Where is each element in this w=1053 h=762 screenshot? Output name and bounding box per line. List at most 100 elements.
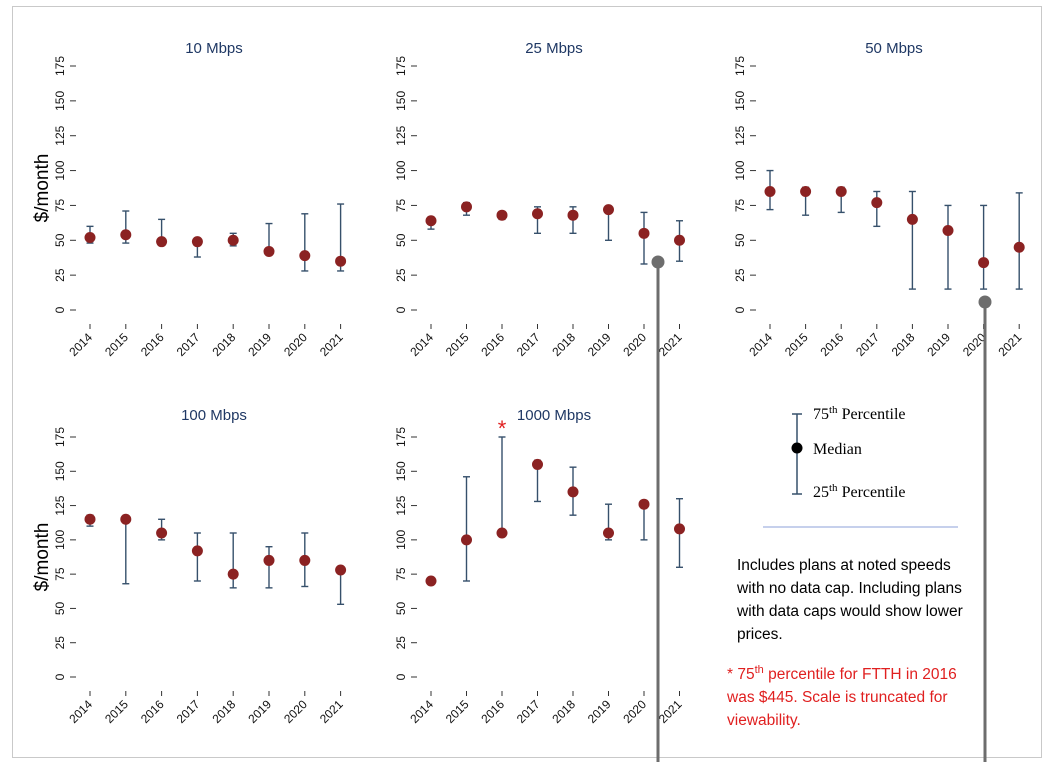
note-line-2: with no data cap. Including plans [736, 580, 962, 597]
median-point [120, 229, 132, 241]
median-point [871, 197, 883, 209]
truncation-asterisk: * [498, 416, 507, 441]
median-point [1013, 241, 1025, 253]
median-point [906, 213, 918, 225]
y-tick-label: 175 [53, 56, 67, 76]
x-tick-label: 2017 [514, 330, 543, 359]
median-point [978, 257, 990, 269]
x-tick-label: 2019 [245, 330, 274, 359]
median-point [120, 513, 132, 525]
note: Includes plans at noted speeds with no d… [736, 557, 963, 643]
note-line-4: prices. [737, 626, 783, 643]
y-tick-label: 0 [53, 306, 67, 313]
legend-p25-label: 25th Percentile [813, 482, 906, 501]
x-tick-label: 2014 [407, 697, 436, 726]
x-tick-label: 2014 [746, 330, 775, 359]
median-point [674, 523, 685, 535]
median-point [425, 215, 437, 227]
x-tick-label: 2016 [138, 697, 167, 726]
median-point [674, 234, 685, 246]
y-tick-label: 50 [394, 233, 408, 247]
x-tick-label: 2014 [66, 330, 95, 359]
panel-title: 25 Mbps [525, 40, 583, 57]
pointer-overlays [651, 255, 992, 762]
y-tick-label: 25 [394, 268, 408, 282]
median-point [567, 486, 579, 498]
x-tick-label: 2020 [620, 697, 649, 726]
median-point [496, 527, 508, 539]
median-point [532, 458, 543, 470]
y-tick-label: 50 [53, 601, 67, 615]
legend-p75-label: 75th Percentile [813, 404, 906, 423]
y-tick-label: 50 [394, 601, 408, 615]
x-tick-label: 2020 [281, 697, 310, 726]
y-tick-label: 0 [53, 673, 67, 680]
y-tick-label: 150 [53, 461, 67, 481]
median-point [461, 534, 472, 546]
y-tick-label: 100 [53, 160, 67, 180]
median-point [191, 545, 203, 557]
median-point [638, 498, 650, 510]
median-point [835, 185, 847, 197]
x-tick-label: 2017 [853, 330, 882, 359]
median-point [299, 554, 311, 566]
x-tick-label: 2015 [102, 697, 131, 726]
y-axis-label: $/month [32, 523, 53, 592]
median-point [227, 568, 239, 580]
median-point [942, 225, 954, 237]
x-tick-label: 2015 [443, 697, 472, 726]
pointer-dot-2 [978, 295, 992, 309]
footnote: * 75th percentile for FTTH in 2016 was $… [726, 664, 957, 729]
x-tick-label: 2020 [281, 330, 310, 359]
y-axis-label: $/month [32, 154, 53, 223]
median-point [263, 554, 275, 566]
y-tick-label: 75 [394, 567, 408, 581]
x-tick-label: 2019 [585, 330, 614, 359]
x-tick-label: 2015 [443, 330, 472, 359]
x-tick-label: 2019 [245, 697, 274, 726]
panel-title: 100 Mbps [181, 407, 247, 424]
panel-5: 1000 Mbps 0 25 50 75 100 125 150 175 2014 2015 2016… [394, 407, 685, 726]
footnote-line-1: * 75th percentile for FTTH in 2016 [727, 664, 957, 683]
median-point [156, 236, 168, 248]
legend-median-label: Median [813, 441, 862, 458]
x-tick-label: 2014 [66, 697, 95, 726]
footnote-line-2: was $445. Scale is truncated for [726, 689, 948, 706]
median-point [227, 234, 239, 246]
y-tick-label: 175 [394, 427, 408, 447]
y-tick-label: 25 [53, 268, 67, 282]
figure-frame [12, 6, 1042, 758]
pointer-dot-1 [651, 255, 665, 269]
x-tick-label: 2018 [210, 330, 239, 359]
x-tick-label: 2015 [102, 330, 131, 359]
x-tick-label: 2021 [317, 330, 346, 359]
x-tick-label: 2017 [514, 697, 543, 726]
y-tick-label: 150 [394, 91, 408, 111]
x-tick-label: 2019 [924, 330, 953, 359]
median-point [156, 527, 168, 539]
x-tick-label: 2021 [996, 330, 1025, 359]
median-point [263, 245, 275, 257]
median-point [335, 255, 347, 267]
y-tick-label: 100 [53, 530, 67, 550]
y-tick-label: 175 [394, 56, 408, 76]
y-tick-label: 125 [733, 125, 747, 145]
x-tick-label: 2014 [407, 330, 436, 359]
x-tick-label: 2018 [549, 697, 578, 726]
x-tick-label: 2019 [585, 697, 614, 726]
median-point [603, 527, 614, 539]
y-tick-label: 125 [394, 495, 408, 515]
y-tick-label: 75 [53, 567, 67, 581]
y-tick-label: 125 [394, 125, 408, 145]
y-tick-label: 50 [733, 233, 747, 247]
y-tick-label: 175 [53, 427, 67, 447]
y-tick-label: 75 [733, 198, 747, 212]
y-tick-label: 100 [394, 160, 408, 180]
y-tick-label: 100 [733, 160, 747, 180]
footnote-line-3: viewability. [727, 712, 801, 729]
median-point [191, 236, 203, 248]
x-tick-label: 2021 [656, 330, 685, 359]
